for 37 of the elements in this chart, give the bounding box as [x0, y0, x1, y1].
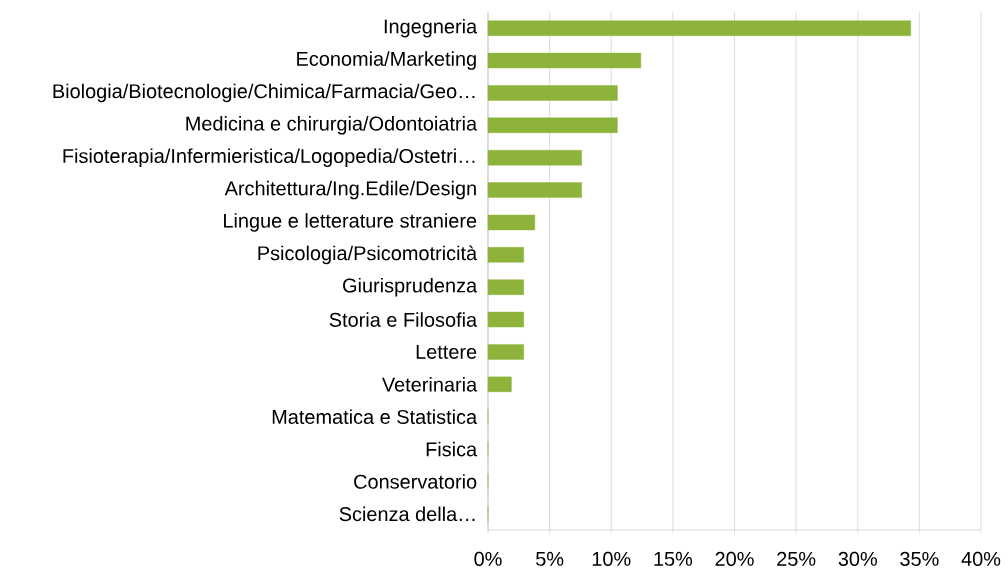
y-tick-label: Ingegneria — [384, 18, 478, 38]
y-tick-label: Economia/Marketing — [297, 51, 476, 70]
y-tick-label: Scienza della… — [339, 506, 475, 522]
y-tick-label: Fisica — [426, 441, 478, 457]
x-tick-label: 5% — [536, 551, 564, 566]
y-tick-label: Medicina e chirurgia/Odontoiatria — [186, 116, 478, 135]
x-tick-label: 0% — [474, 551, 502, 566]
bar — [487, 182, 582, 198]
y-tick-label: Lingue e letterature straniere — [224, 213, 477, 232]
y-tick-label: Biologia/Biotecnologie/Chimica/Farmacia/Geo… — [53, 83, 475, 103]
y-tick-label: Lettere — [416, 345, 477, 359]
y-tick-label: Matematica e Statistica — [272, 409, 478, 424]
y-tick-label: Fisioterapia/Infermieristica/Logopedia/Ostetri… — [63, 148, 475, 167]
x-tick-label: 40% — [961, 551, 1001, 566]
x-tick-label: 15% — [654, 551, 693, 566]
x-tick-label: 35% — [900, 551, 939, 566]
bar — [487, 279, 524, 295]
x-tick-label: 20% — [715, 551, 754, 566]
bar — [487, 85, 618, 101]
bar — [487, 20, 911, 36]
x-tick-label: 10% — [592, 551, 631, 566]
y-tick-label: Storia e Filosofia — [329, 312, 478, 327]
bar — [487, 247, 524, 263]
y-tick-label: Veterinaria — [381, 377, 478, 392]
y-tick-label: Conservatorio — [354, 474, 477, 489]
bar — [487, 214, 536, 231]
bar — [487, 376, 512, 393]
bar — [487, 344, 524, 360]
bar — [487, 149, 582, 166]
bar — [487, 52, 642, 69]
y-tick-label: Architettura/Ing.Edile/Design — [224, 180, 476, 200]
x-tick-label: 25% — [777, 551, 816, 566]
y-tick-label: Psicologia/Psicomotricità — [258, 245, 478, 265]
bar — [487, 117, 618, 134]
bar — [487, 311, 524, 328]
y-tick-label: Giurisprudenza — [343, 277, 478, 297]
x-tick-label: 30% — [838, 551, 877, 566]
